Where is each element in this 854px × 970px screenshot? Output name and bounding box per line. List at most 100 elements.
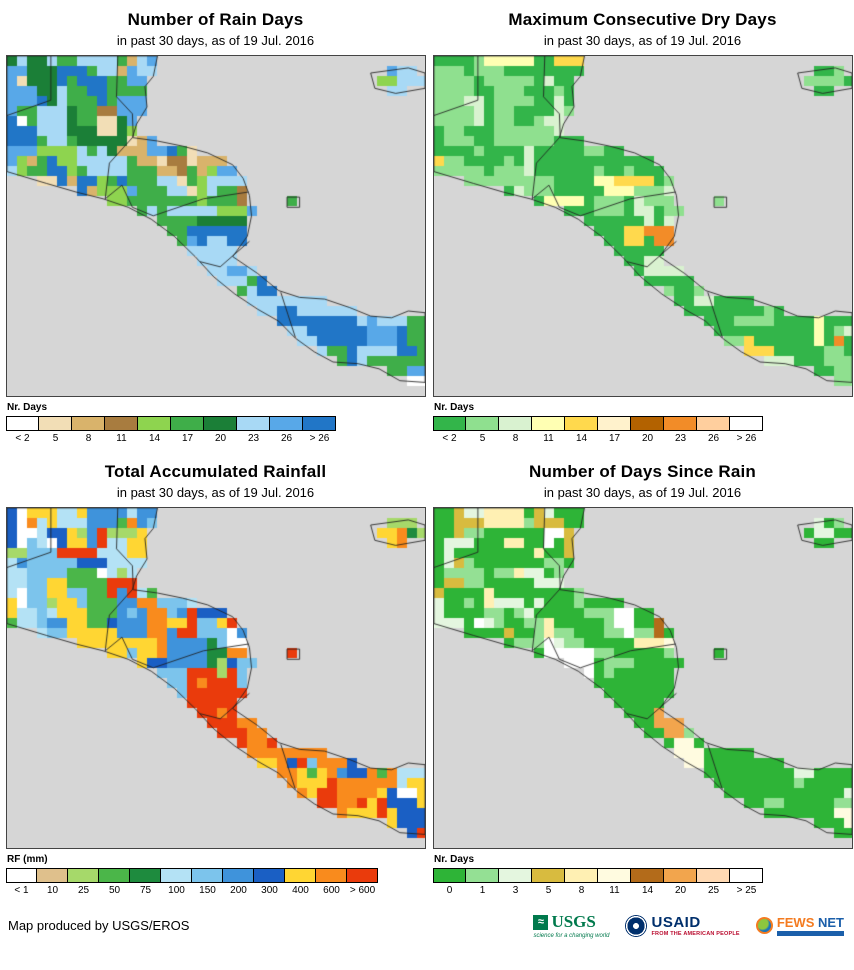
legend-color-bar: 0 1 3 5 8 11 14 20 25 > 25 (433, 868, 852, 896)
legend-label: 5 (545, 885, 552, 896)
map-panel-rain-days: Number of Rain Days in past 30 days, as o… (0, 0, 427, 452)
legend-swatch (466, 416, 499, 431)
legend-swatch (37, 868, 68, 883)
legend-swatch (730, 416, 763, 431)
map-panel-total-accumulated-rainfall: Total Accumulated Rainfall in past 30 day… (0, 452, 427, 904)
map-panel-days-since-rain: Number of Days Since Rain in past 30 days… (427, 452, 854, 904)
panel-subtitle: in past 30 days, as of 19 Jul. 2016 (116, 485, 315, 500)
max-consecutive-dry-days-map (433, 55, 853, 397)
fews-net-banner (776, 930, 844, 936)
logo-strip: ≈ USGS science for a changing world USAI… (533, 912, 844, 939)
legend-label: 26 (280, 433, 293, 444)
legend-swatch (499, 868, 532, 883)
legend-swatch (697, 416, 730, 431)
legend-class: 600 (316, 868, 347, 896)
usaid-seal-icon (625, 914, 648, 937)
usgs-wordmark-row: ≈ USGS (533, 912, 609, 932)
legend-label: 25 (707, 885, 720, 896)
legend-label: 0 (446, 885, 453, 896)
legend-class: 8 (72, 416, 105, 444)
panel-title: Number of Days Since Rain (528, 462, 756, 481)
legend-swatch (598, 868, 631, 883)
panel-title: Number of Rain Days (127, 10, 304, 29)
legend-class: 3 (499, 868, 532, 896)
legend-swatch (730, 868, 763, 883)
legend-label: 100 (168, 885, 185, 896)
legend-swatch (171, 416, 204, 431)
legend-class: 10 (37, 868, 68, 896)
legend-class: 8 (565, 868, 598, 896)
legend-label: 17 (181, 433, 194, 444)
usgs-wordmark: USGS (551, 912, 596, 931)
legend-swatch (270, 416, 303, 431)
legend-class: 11 (598, 868, 631, 896)
usaid-wordmark-stack: USAID FROM THE AMERICAN PEOPLE (651, 915, 739, 937)
legend-class: 0 (433, 868, 466, 896)
fews-net-wordmark: FEWS NET (777, 916, 844, 929)
legend-class: 23 (664, 416, 697, 444)
usaid-wordmark: USAID (651, 913, 701, 931)
rain-days-legend: Nr. Days < 2 5 8 11 14 17 20 23 26 > 26 (6, 402, 425, 444)
legend-swatch (254, 868, 285, 883)
legend-label: 20 (214, 433, 227, 444)
legend-swatch (466, 868, 499, 883)
legend-label: 5 (479, 433, 486, 444)
fews-net-wordmark-stack: FEWS NET (776, 916, 844, 936)
legend-label: > 25 (736, 885, 757, 896)
legend-class: 20 (631, 416, 664, 444)
legend-label: 50 (108, 885, 121, 896)
legend-label: 150 (199, 885, 216, 896)
legend-swatch (598, 416, 631, 431)
map-credit: Map produced by USGS/EROS (8, 918, 190, 933)
legend-class: < 1 (6, 868, 37, 896)
legend-swatch (161, 868, 192, 883)
legend-class: 14 (631, 868, 664, 896)
legend-label: 8 (578, 885, 585, 896)
legend-label: 11 (116, 433, 127, 444)
legend-title: Nr. Days (7, 402, 48, 413)
legend-color-bar: < 2 5 8 11 14 17 20 23 26 > 26 (6, 416, 425, 444)
legend-class: 5 (532, 868, 565, 896)
legend-class: 20 (664, 868, 697, 896)
footer: Map produced by USGS/EROS ≈ USGS science… (0, 904, 854, 951)
legend-label: 17 (608, 433, 621, 444)
legend-class: 5 (466, 416, 499, 444)
legend-label: 14 (148, 433, 161, 444)
legend-label: < 1 (14, 885, 29, 896)
legend-class: 20 (204, 416, 237, 444)
panel-title: Maximum Consecutive Dry Days (508, 10, 777, 29)
fews-net-wordmark-fews: FEWS (776, 914, 815, 930)
legend-label: 10 (46, 885, 59, 896)
legend-class: 11 (105, 416, 138, 444)
legend-label: 23 (674, 433, 687, 444)
legend-class: 1 (466, 868, 499, 896)
legend-class: 11 (532, 416, 565, 444)
legend-title: Nr. Days (434, 854, 475, 865)
legend-class: > 26 (730, 416, 763, 444)
legend-swatch (138, 416, 171, 431)
total-accumulated-rainfall-map (6, 507, 426, 849)
legend-label: 25 (77, 885, 90, 896)
legend-swatch (347, 868, 378, 883)
legend-class: < 2 (433, 416, 466, 444)
legend-label: 11 (543, 433, 554, 444)
legend-class: 300 (254, 868, 285, 896)
legend-swatch (316, 868, 347, 883)
legend-class: 17 (171, 416, 204, 444)
legend-swatch (237, 416, 270, 431)
legend-swatch (433, 416, 466, 431)
legend-label: > 600 (349, 885, 376, 896)
legend-swatch (697, 868, 730, 883)
legend-label: 400 (292, 885, 309, 896)
total-accumulated-rainfall-legend: RF (mm) < 1 10 25 50 75 100 150 200 300 400 600 > 60… (6, 854, 425, 896)
legend-swatch (285, 868, 316, 883)
legend-class: 400 (285, 868, 316, 896)
legend-class: 8 (499, 416, 532, 444)
legend-swatch (192, 868, 223, 883)
legend-label: 20 (641, 433, 654, 444)
legend-swatch (99, 868, 130, 883)
legend-class: 26 (697, 416, 730, 444)
legend-class: 200 (223, 868, 254, 896)
legend-class: > 26 (303, 416, 336, 444)
legend-swatch (631, 868, 664, 883)
